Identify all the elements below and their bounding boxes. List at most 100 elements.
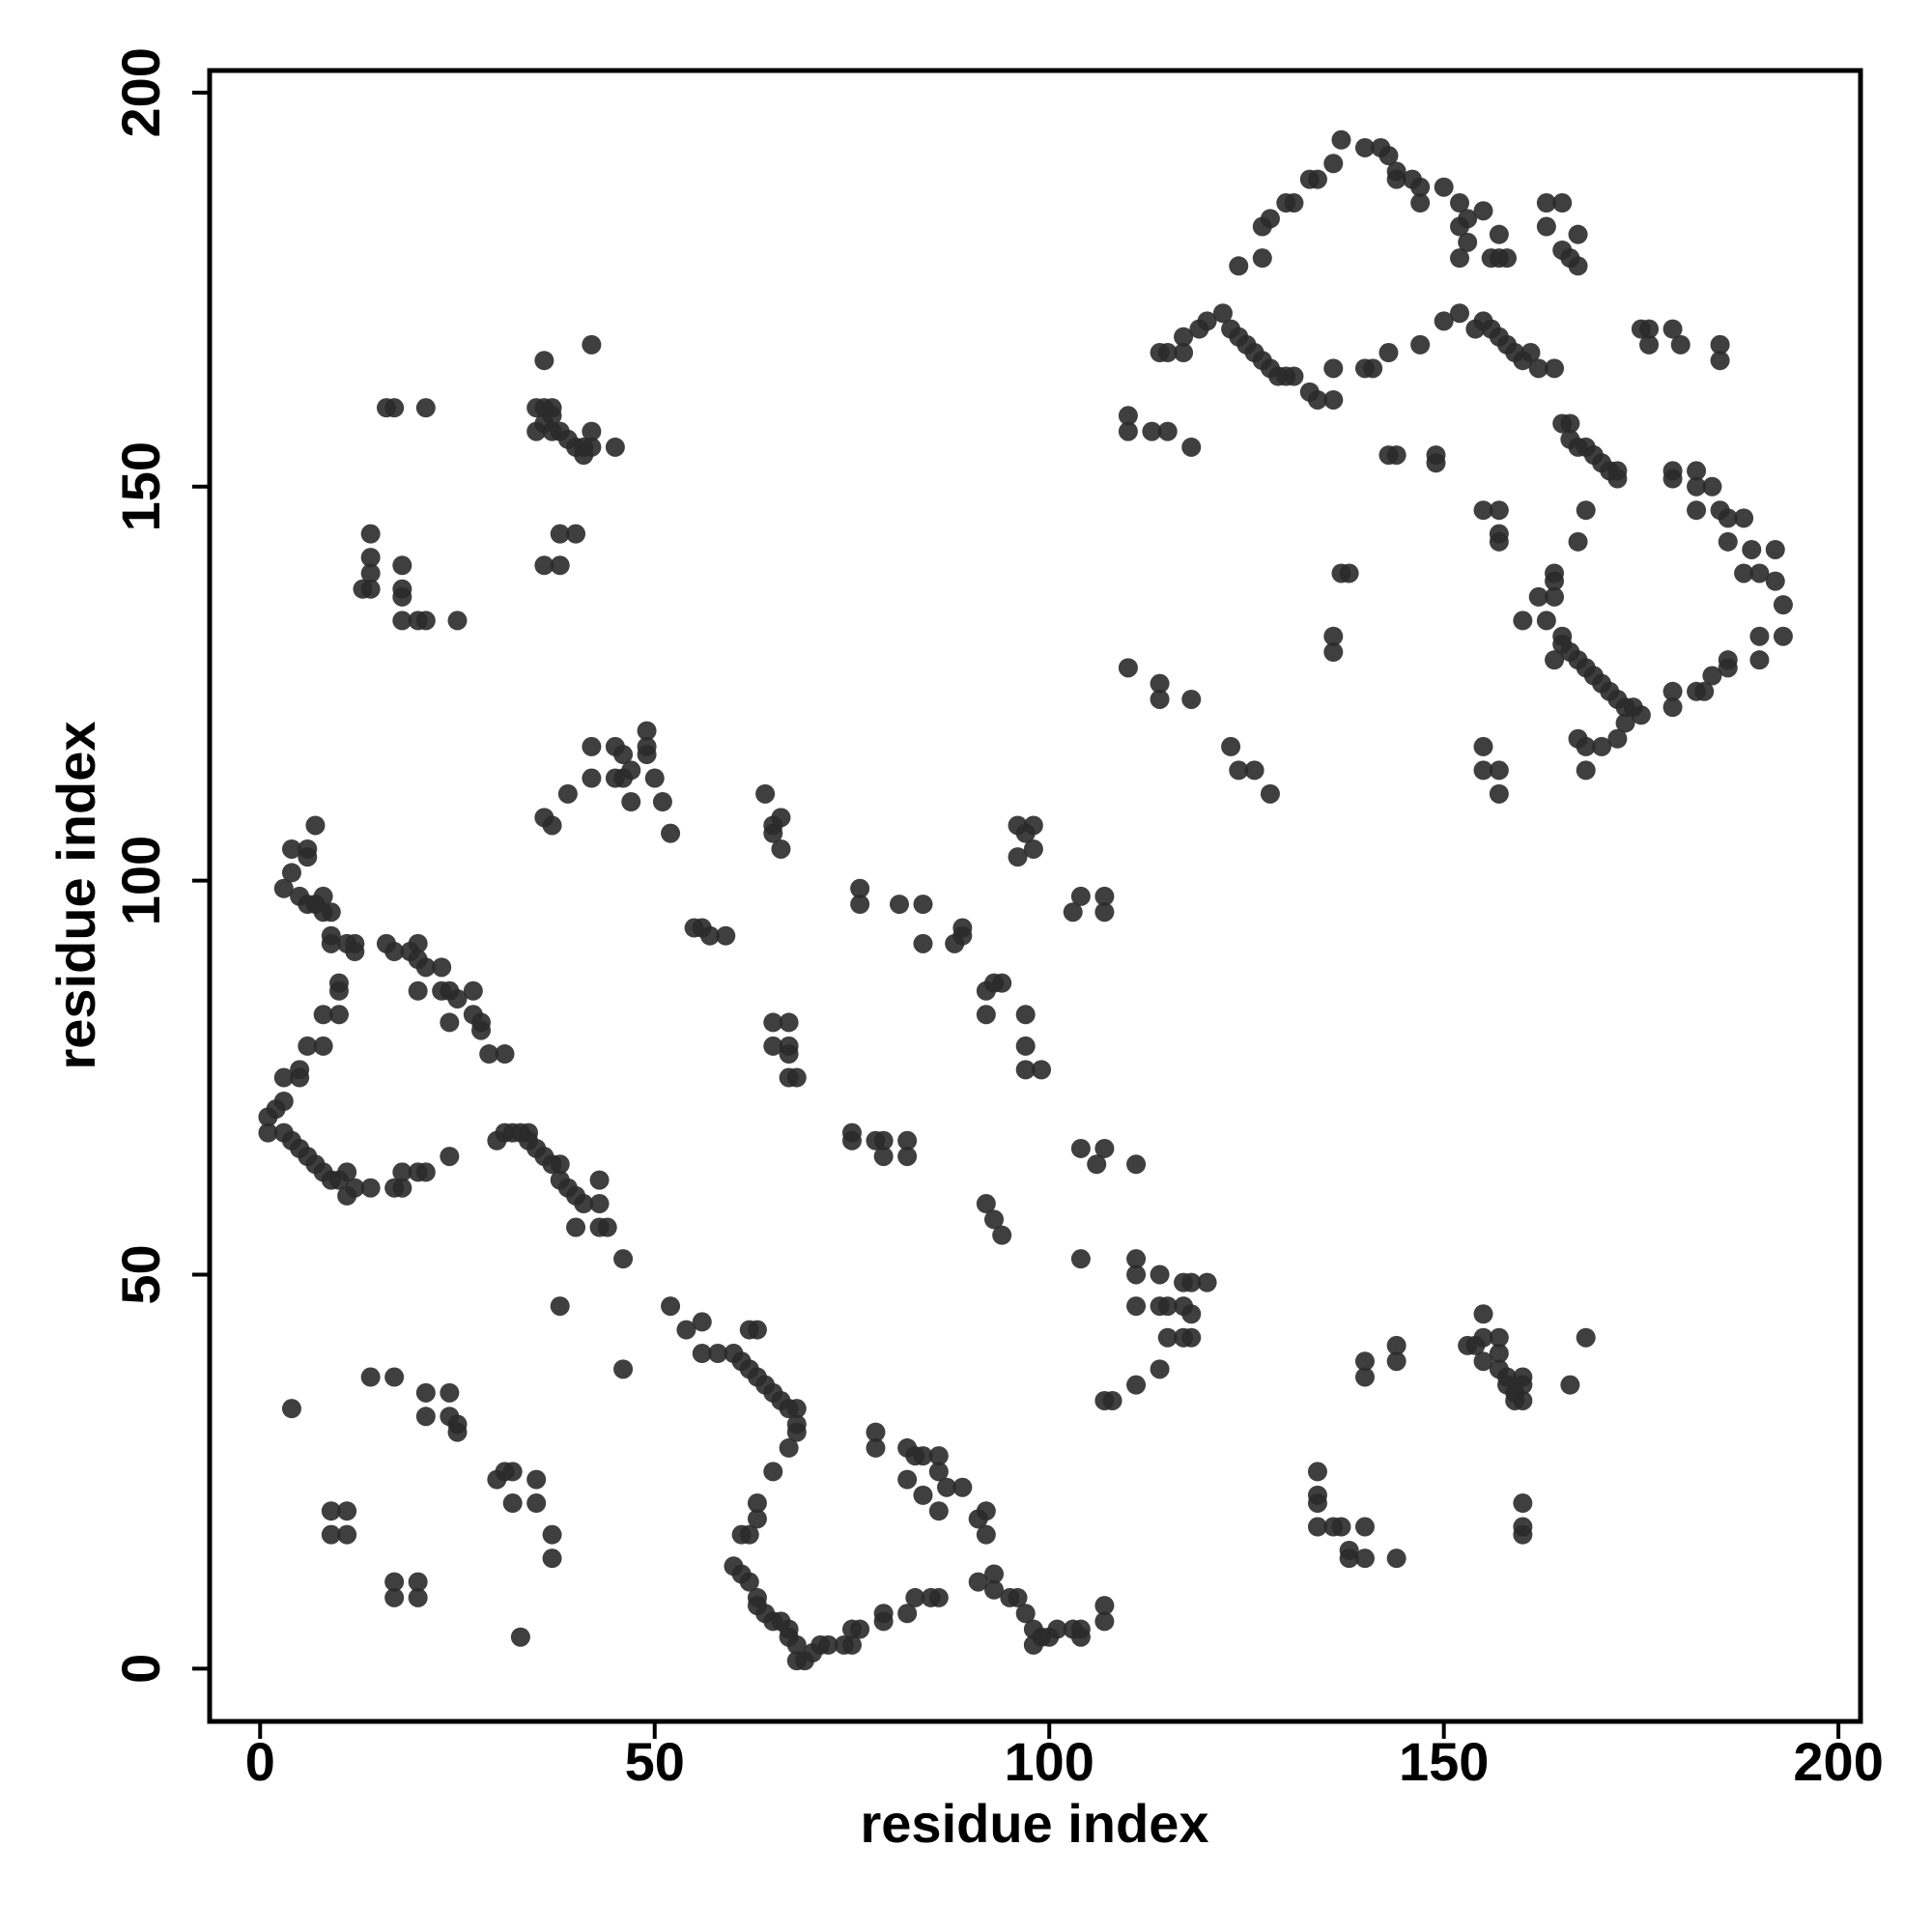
point (1229, 256, 1249, 276)
point (1197, 1272, 1217, 1293)
point (763, 1462, 783, 1482)
point (1386, 445, 1406, 466)
point (582, 334, 602, 355)
point (321, 1501, 341, 1521)
point (1458, 209, 1478, 229)
point (495, 1044, 515, 1065)
point (1386, 1335, 1406, 1355)
point (818, 1634, 838, 1655)
point (384, 1367, 405, 1387)
point (440, 1382, 460, 1403)
point (779, 1437, 799, 1458)
x-tick-label: 100 (1004, 1731, 1094, 1792)
point (952, 1477, 973, 1497)
point (937, 1477, 957, 1497)
point (502, 1462, 523, 1482)
point (897, 1130, 918, 1151)
point (1386, 1548, 1406, 1569)
point (1528, 358, 1548, 379)
point (313, 1036, 333, 1056)
point (582, 421, 602, 441)
point (1450, 248, 1470, 269)
point (637, 721, 657, 741)
point (661, 823, 681, 843)
point (415, 1406, 436, 1427)
point (447, 988, 468, 1009)
point (755, 783, 776, 804)
point (1489, 783, 1509, 804)
point (550, 555, 570, 576)
point (1473, 760, 1493, 781)
point (1015, 1060, 1036, 1080)
point (605, 437, 625, 457)
point (440, 1012, 460, 1033)
point (1773, 595, 1793, 615)
point (1307, 389, 1327, 410)
point (582, 768, 602, 788)
point (1639, 334, 1660, 355)
point (1662, 469, 1683, 489)
point (1354, 1367, 1375, 1387)
point (1150, 1264, 1170, 1285)
point (1718, 650, 1738, 670)
y-tick-label: 50 (110, 1244, 171, 1304)
point (984, 1579, 1005, 1600)
point (699, 925, 720, 946)
point (1032, 1060, 1052, 1080)
point (415, 957, 436, 978)
point (1323, 626, 1344, 646)
point (1070, 1249, 1091, 1269)
point (392, 1178, 412, 1198)
point (1354, 1548, 1375, 1569)
point (1323, 642, 1344, 663)
point (597, 1217, 617, 1237)
point (1450, 303, 1470, 324)
point (550, 1154, 570, 1175)
point (1615, 713, 1635, 733)
point (360, 563, 381, 583)
point (574, 445, 594, 466)
point (786, 1422, 807, 1442)
point (337, 1185, 357, 1206)
point (1118, 658, 1138, 678)
point (763, 1012, 783, 1033)
point (1070, 1138, 1091, 1158)
point (582, 736, 602, 756)
point (1008, 847, 1028, 867)
point (1252, 248, 1272, 269)
point (1545, 358, 1565, 379)
point (1545, 650, 1565, 670)
point (779, 1012, 799, 1033)
point (1023, 838, 1043, 859)
point (850, 878, 870, 898)
point (976, 1194, 996, 1214)
point (1749, 650, 1770, 670)
point (415, 611, 436, 631)
point (1008, 1587, 1028, 1607)
point (1197, 311, 1217, 331)
point (708, 1344, 728, 1364)
point (550, 524, 570, 544)
point (384, 1572, 405, 1592)
point (1560, 413, 1580, 434)
point (360, 1178, 381, 1198)
point (1434, 177, 1454, 197)
point (542, 1524, 562, 1545)
point (1513, 1493, 1533, 1514)
point (384, 1587, 405, 1607)
point (1063, 902, 1083, 923)
point (1150, 673, 1170, 694)
point (1536, 216, 1556, 237)
point (763, 823, 783, 843)
point (463, 980, 483, 1001)
point (1489, 760, 1509, 781)
point (1378, 146, 1399, 166)
point (1339, 563, 1359, 583)
point (637, 745, 657, 765)
point (1181, 1272, 1202, 1293)
point (779, 1067, 799, 1088)
point (692, 1344, 712, 1364)
y-tick-label: 0 (110, 1654, 171, 1684)
point (526, 1493, 547, 1514)
point (928, 1501, 949, 1521)
